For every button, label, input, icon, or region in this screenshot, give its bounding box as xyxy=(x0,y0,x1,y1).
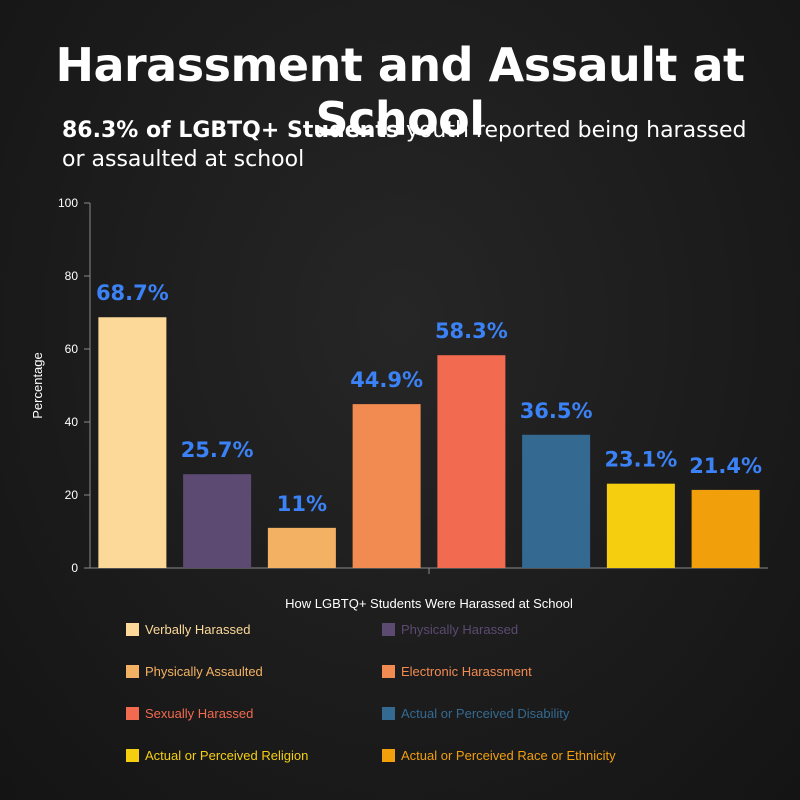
legend-swatch xyxy=(126,748,139,762)
y-axis-label: Percentage xyxy=(30,352,45,419)
legend-label: Electronic Harassment xyxy=(401,663,532,679)
legend-swatch xyxy=(382,706,395,720)
subtitle-text: youth reported being harassed or assault… xyxy=(62,118,747,172)
legend-item: Verbally Harassed xyxy=(126,620,382,638)
y-tick-label: 80 xyxy=(65,269,79,283)
data-label-6: 36.5% xyxy=(520,399,593,423)
data-label-8: 21.4% xyxy=(689,454,762,478)
y-tick-label: 0 xyxy=(71,561,78,575)
chart-legend: Verbally Harassed Physically Harassed Phys… xyxy=(126,620,686,764)
y-tick-label: 20 xyxy=(65,488,79,502)
bar-6 xyxy=(522,434,591,568)
legend-swatch xyxy=(126,622,139,636)
legend-swatch xyxy=(382,664,395,678)
page-title: Harassment and Assault at School xyxy=(55,38,745,146)
legend-label: Actual or Perceived Disability xyxy=(401,705,570,721)
y-tick-label: 100 xyxy=(58,196,78,210)
legend-swatch xyxy=(382,622,395,636)
data-label-3: 11% xyxy=(277,492,327,516)
y-tick-label: 60 xyxy=(65,342,79,356)
legend-swatch xyxy=(382,748,395,762)
legend-item: Physically Assaulted xyxy=(126,662,382,680)
legend-label: Actual or Perceived Religion xyxy=(145,747,309,763)
data-label-5: 58.3% xyxy=(435,319,508,343)
bar-3 xyxy=(267,527,336,568)
legend-item: Actual or Perceived Disability xyxy=(382,704,682,722)
subtitle-highlight: 86.3% of LGBTQ+ Students xyxy=(62,118,399,143)
legend-swatch xyxy=(126,706,139,720)
legend-item: Physically Harassed xyxy=(382,620,682,638)
data-label-7: 23.1% xyxy=(604,448,677,472)
bar-2 xyxy=(183,474,252,568)
legend-swatch xyxy=(126,664,139,678)
legend-label: Physically Assaulted xyxy=(145,663,263,679)
subtitle: 86.3% of LGBTQ+ Students youth reported … xyxy=(62,116,762,174)
bar-1 xyxy=(98,317,167,568)
legend-item: Sexually Harassed xyxy=(126,704,382,722)
legend-item: Electronic Harassment xyxy=(382,662,682,680)
legend-label: Physically Harassed xyxy=(401,621,519,637)
bar-4 xyxy=(352,404,421,568)
x-axis-label: How LGBTQ+ Students Were Harassed at Sch… xyxy=(285,596,573,611)
legend-label: Sexually Harassed xyxy=(145,705,254,721)
data-label-1: 68.7% xyxy=(96,281,169,305)
legend-item: Actual or Perceived Religion xyxy=(126,746,382,764)
bar-5 xyxy=(437,355,506,568)
data-label-4: 44.9% xyxy=(350,368,423,392)
bar-8 xyxy=(691,489,760,568)
data-label-2: 25.7% xyxy=(181,438,254,462)
legend-item: Actual or Perceived Race or Ethnicity xyxy=(382,746,682,764)
y-tick-label: 40 xyxy=(65,415,79,429)
bar-7 xyxy=(606,483,675,568)
legend-label: Verbally Harassed xyxy=(145,621,251,637)
legend-label: Actual or Perceived Race or Ethnicity xyxy=(401,747,616,763)
